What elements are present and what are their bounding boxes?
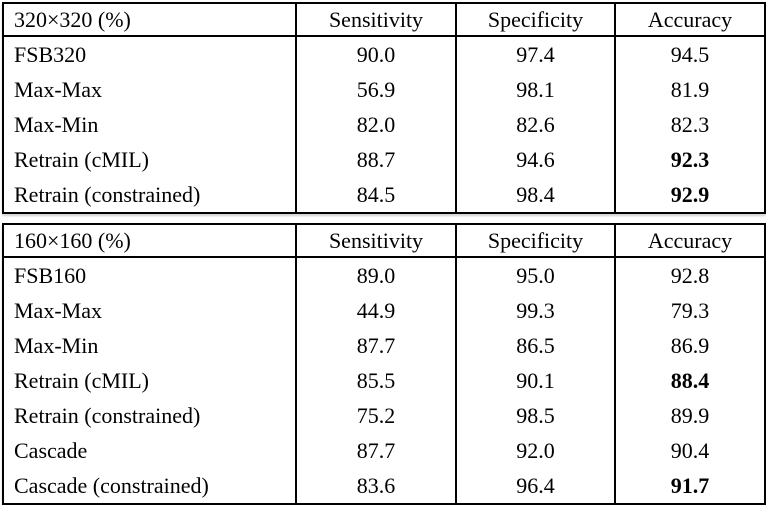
specificity-cell: 99.3 — [455, 293, 615, 328]
method-name-cell: Max-Min — [14, 332, 99, 358]
sensitivity-cell: 56.9 — [295, 72, 456, 107]
accuracy-cell: 82.3 — [614, 107, 765, 142]
method-name-cell: Max-Min — [14, 111, 99, 137]
specificity-cell: 92.0 — [455, 433, 615, 468]
specificity-cell: 96.4 — [455, 468, 615, 504]
table-header-row: 160×160 (%) Sensitivity Specificity Accu… — [3, 224, 765, 258]
table-row: Max-Min 87.7 86.5 86.9 — [3, 328, 765, 363]
table-row: Max-Max 44.9 99.3 79.3 — [3, 293, 765, 328]
table-row: Max-Min 82.0 82.6 82.3 — [3, 107, 765, 142]
specificity-cell: 98.5 — [455, 398, 615, 433]
sensitivity-cell: 83.6 — [295, 468, 456, 504]
sensitivity-cell: 85.5 — [295, 363, 456, 398]
accuracy-cell: 90.4 — [614, 433, 765, 468]
specificity-cell: 98.1 — [455, 72, 615, 107]
sensitivity-cell: 90.0 — [295, 36, 456, 72]
sensitivity-cell: 82.0 — [295, 107, 456, 142]
table-header-row: 320×320 (%) Sensitivity Specificity Accu… — [3, 3, 765, 37]
specificity-cell: 94.6 — [455, 142, 615, 177]
table-row: Max-Max 56.9 98.1 81.9 — [3, 72, 765, 107]
method-name-cell: Retrain (constrained) — [14, 402, 201, 428]
specificity-cell: 86.5 — [455, 328, 615, 363]
column-header-accuracy: Accuracy — [614, 224, 765, 258]
table-row: FSB320 90.0 97.4 94.5 — [3, 36, 765, 72]
table-row: Retrain (cMIL) 88.7 94.6 92.3 — [3, 142, 765, 177]
results-table-160: 160×160 (%) Sensitivity Specificity Accu… — [2, 223, 766, 505]
accuracy-cell: 92.8 — [614, 257, 765, 293]
accuracy-cell: 79.3 — [614, 293, 765, 328]
sensitivity-cell: 84.5 — [295, 177, 456, 213]
table-row: Retrain (cMIL) 85.5 90.1 88.4 — [3, 363, 765, 398]
column-header-specificity: Specificity — [455, 3, 615, 37]
sensitivity-cell: 87.7 — [295, 433, 456, 468]
accuracy-cell: 81.9 — [614, 72, 765, 107]
method-name-cell: Max-Max — [14, 76, 102, 102]
specificity-cell: 90.1 — [455, 363, 615, 398]
accuracy-cell: 94.5 — [614, 36, 765, 72]
column-header-accuracy: Accuracy — [614, 3, 765, 37]
sensitivity-cell: 87.7 — [295, 328, 456, 363]
method-name-cell: Retrain (constrained) — [14, 181, 201, 207]
sensitivity-cell: 88.7 — [295, 142, 456, 177]
accuracy-cell: 92.9 — [614, 177, 765, 213]
column-header-sensitivity: Sensitivity — [295, 224, 456, 258]
sensitivity-cell: 44.9 — [295, 293, 456, 328]
specificity-cell: 97.4 — [455, 36, 615, 72]
table-row: Retrain (constrained) 75.2 98.5 89.9 — [3, 398, 765, 433]
table-row: FSB160 89.0 95.0 92.8 — [3, 257, 765, 293]
accuracy-cell: 88.4 — [614, 363, 765, 398]
table-row: Retrain (constrained) 84.5 98.4 92.9 — [3, 177, 765, 213]
accuracy-cell: 91.7 — [614, 468, 765, 504]
column-header-specificity: Specificity — [455, 224, 615, 258]
sensitivity-cell: 75.2 — [295, 398, 456, 433]
method-name-cell: Cascade — [14, 437, 88, 463]
method-name-cell: Retrain (cMIL) — [14, 367, 149, 393]
method-name-cell: Max-Max — [14, 297, 102, 323]
specificity-cell: 95.0 — [455, 257, 615, 293]
sensitivity-cell: 89.0 — [295, 257, 456, 293]
table-row: Cascade (constrained) 83.6 96.4 91.7 — [3, 468, 765, 504]
table-title-cell: 320×320 (%) — [3, 3, 296, 37]
specificity-cell: 98.4 — [455, 177, 615, 213]
accuracy-cell: 92.3 — [614, 142, 765, 177]
column-header-sensitivity: Sensitivity — [295, 3, 456, 37]
method-name-cell: FSB160 — [14, 262, 87, 288]
accuracy-cell: 86.9 — [614, 328, 765, 363]
table-row: Cascade 87.7 92.0 90.4 — [3, 433, 765, 468]
accuracy-cell: 89.9 — [614, 398, 765, 433]
table-title-cell: 160×160 (%) — [3, 224, 296, 258]
method-name-cell: FSB320 — [14, 41, 87, 67]
results-table-320: 320×320 (%) Sensitivity Specificity Accu… — [2, 2, 766, 214]
method-name-cell: Cascade (constrained) — [14, 472, 209, 498]
specificity-cell: 82.6 — [455, 107, 615, 142]
method-name-cell: Retrain (cMIL) — [14, 146, 149, 172]
